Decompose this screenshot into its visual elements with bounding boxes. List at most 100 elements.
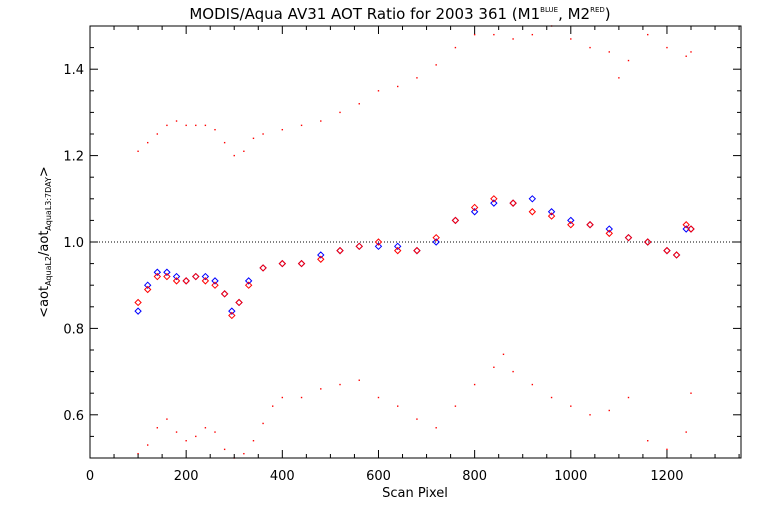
data-point-m2-upper-bound — [589, 46, 591, 49]
data-point-m2-upper-bound — [435, 64, 437, 66]
data-point-m2 — [374, 238, 383, 246]
data-point-m2 — [211, 281, 219, 289]
data-point-m2 — [413, 246, 421, 255]
data-point-m2-lower-bound — [454, 405, 457, 407]
data-point-m2-upper-bound — [146, 141, 149, 144]
data-point-m1 — [172, 272, 181, 281]
data-point-m2 — [182, 277, 190, 285]
data-point-m1 — [547, 208, 556, 216]
data-point-m2-upper-bound — [320, 120, 322, 122]
y-tick-label: 0.6 — [63, 409, 84, 424]
data-point-m2-upper-bound — [233, 154, 235, 157]
data-point-m2 — [317, 255, 325, 263]
data-point-m1 — [451, 216, 460, 225]
data-point-m2-lower-bound — [666, 448, 668, 451]
data-point-m2 — [509, 199, 517, 207]
data-point-m2-lower-bound — [377, 396, 380, 399]
data-point-m2 — [605, 229, 613, 238]
data-point-m1 — [201, 272, 210, 281]
data-point-m2-upper-bound — [185, 124, 187, 127]
data-point-m1 — [182, 277, 190, 285]
data-point-m1 — [586, 221, 594, 229]
data-point-m2 — [672, 251, 681, 259]
data-point-m2-upper-bound — [473, 33, 476, 36]
data-point-m2-lower-bound — [608, 409, 610, 412]
data-point-m1 — [297, 259, 306, 268]
data-point-m2 — [143, 285, 152, 294]
x-tick-label: 800 — [462, 469, 487, 484]
data-point-m2 — [259, 264, 267, 272]
data-point-m2-lower-bound — [435, 427, 437, 429]
y-axis-label: <aotAquaL2/aotAquaL3:7DAY> — [37, 166, 53, 318]
data-point-m2-upper-bound — [243, 150, 245, 152]
data-point-m2-lower-bound — [300, 396, 303, 399]
data-point-m1 — [278, 259, 287, 268]
data-point-m2 — [528, 208, 537, 216]
data-point-m2 — [470, 203, 479, 212]
data-point-m2-upper-bound — [137, 150, 139, 152]
data-point-m2-lower-bound — [627, 396, 630, 399]
data-point-m1 — [528, 195, 537, 203]
data-point-m2 — [235, 298, 243, 307]
data-point-m2 — [134, 298, 142, 307]
data-point-m2 — [586, 221, 594, 229]
data-point-m2-lower-bound — [531, 383, 534, 386]
data-point-m2-lower-bound — [166, 418, 168, 420]
data-point-m2-upper-bound — [262, 133, 264, 135]
data-point-m2-lower-bound — [252, 440, 255, 442]
data-point-m2 — [244, 281, 253, 289]
data-point-m2-lower-bound — [175, 431, 178, 433]
data-point-m1 — [259, 264, 267, 272]
data-point-m1 — [211, 277, 219, 285]
data-point-m1 — [220, 290, 229, 298]
data-point-m2 — [687, 225, 695, 233]
data-point-m2 — [228, 311, 236, 320]
data-point-m2-lower-bound — [502, 353, 505, 356]
data-point-m2-lower-bound — [262, 422, 264, 425]
data-point-m2-lower-bound — [493, 366, 495, 368]
data-point-m1 — [228, 307, 236, 315]
data-point-m2-lower-bound — [397, 405, 399, 407]
y-tick-label: 1.2 — [63, 150, 84, 165]
data-point-m2-upper-bound — [300, 124, 303, 127]
data-point-m2 — [192, 272, 200, 281]
data-point-m2-lower-bound — [647, 440, 649, 442]
data-point-m2-upper-bound — [627, 59, 630, 62]
data-point-m2 — [153, 272, 162, 281]
data-point-m2-lower-bound — [146, 444, 149, 446]
data-point-m2-lower-bound — [243, 452, 245, 455]
data-point-m1 — [192, 272, 200, 281]
data-point-m1 — [624, 233, 633, 242]
data-point-m1 — [163, 268, 171, 276]
data-point-m2-lower-bound — [204, 427, 207, 429]
data-point-m2 — [172, 277, 181, 285]
data-point-m2-upper-bound — [214, 128, 216, 131]
data-point-m2 — [451, 216, 460, 225]
data-point-m2-lower-bound — [137, 452, 139, 455]
x-axis-label: Scan Pixel — [382, 486, 448, 501]
data-point-m2 — [355, 242, 363, 251]
data-point-m2-lower-bound — [690, 392, 692, 394]
x-tick-label: 1000 — [554, 469, 587, 484]
x-tick-label: 400 — [270, 469, 295, 484]
data-point-m2-lower-bound — [195, 435, 197, 438]
y-tick-label: 1.4 — [63, 63, 84, 78]
x-tick-label: 200 — [174, 469, 199, 484]
data-point-m1 — [605, 225, 613, 233]
data-point-m2-upper-bound — [156, 133, 159, 135]
data-point-m2-lower-bound — [512, 370, 514, 373]
data-point-m2-upper-bound — [570, 38, 572, 40]
data-point-m1 — [470, 208, 479, 216]
x-tick-label: 600 — [366, 469, 391, 484]
x-tick-label: 0 — [86, 469, 94, 484]
data-point-m2 — [201, 277, 210, 285]
data-point-m2-upper-bound — [416, 77, 418, 79]
data-point-m1 — [432, 238, 440, 246]
data-point-m2-upper-bound — [685, 55, 687, 57]
data-point-m2 — [163, 272, 171, 281]
plot-area: 0 200 400 600 800 1000 1200 0.6 0.8 1.0 1.2 1.4 — [63, 25, 742, 484]
y-tick-label: 1.0 — [63, 236, 84, 251]
data-point-m2-upper-bound — [204, 124, 207, 127]
plot-frame — [89, 25, 742, 459]
data-point-m2-lower-bound — [156, 427, 159, 429]
